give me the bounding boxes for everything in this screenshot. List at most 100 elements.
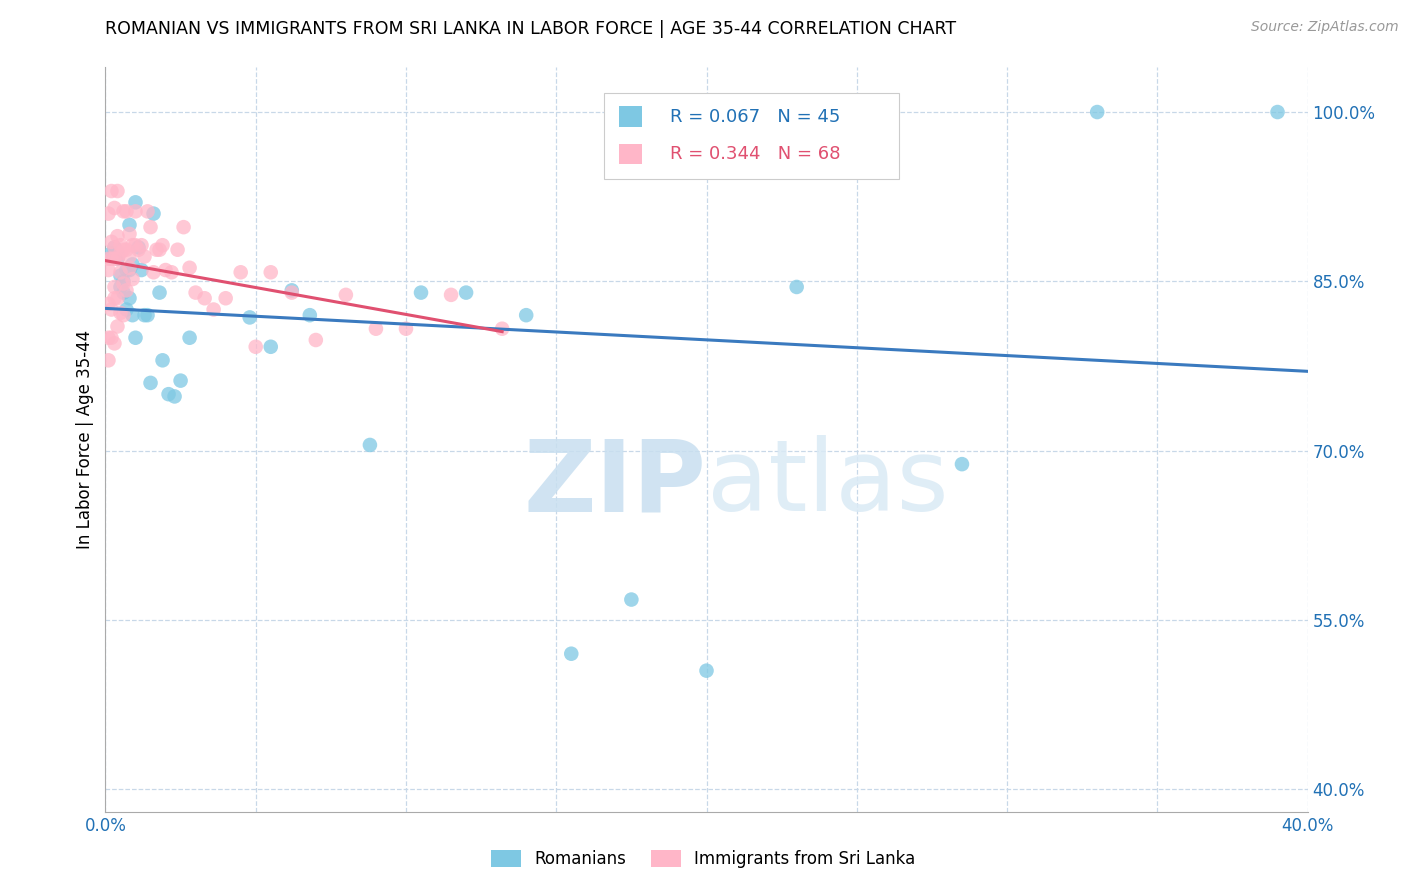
Point bbox=[107, 319, 129, 334]
Point bbox=[103, 291, 125, 305]
Text: ZIP: ZIP bbox=[523, 435, 707, 533]
Point bbox=[364, 322, 387, 336]
Point bbox=[696, 664, 718, 678]
Point bbox=[281, 285, 304, 300]
Point bbox=[173, 220, 195, 235]
Point bbox=[179, 331, 201, 345]
Point bbox=[107, 291, 129, 305]
Point bbox=[115, 263, 138, 277]
Point bbox=[110, 268, 132, 283]
Point bbox=[107, 184, 129, 198]
Point bbox=[260, 340, 283, 354]
Point bbox=[121, 272, 143, 286]
Point bbox=[786, 280, 808, 294]
Point bbox=[107, 229, 129, 244]
Point bbox=[166, 243, 188, 257]
Point bbox=[409, 285, 432, 300]
Point bbox=[124, 331, 146, 345]
Point bbox=[184, 285, 207, 300]
Point bbox=[298, 308, 321, 322]
FancyBboxPatch shape bbox=[619, 144, 643, 164]
Point bbox=[148, 285, 170, 300]
Point bbox=[115, 284, 138, 298]
Point bbox=[169, 374, 191, 388]
Point bbox=[97, 297, 120, 311]
Point bbox=[145, 243, 167, 257]
Point bbox=[112, 285, 135, 300]
Point bbox=[142, 265, 165, 279]
Point bbox=[110, 280, 132, 294]
Point bbox=[157, 387, 180, 401]
Point bbox=[121, 257, 143, 271]
Point bbox=[118, 218, 141, 232]
Point bbox=[110, 306, 132, 320]
Point bbox=[118, 227, 141, 241]
Point bbox=[136, 204, 159, 219]
Point bbox=[128, 243, 150, 257]
Point bbox=[110, 265, 132, 279]
Point bbox=[128, 240, 150, 254]
Point bbox=[163, 389, 186, 403]
Point bbox=[103, 240, 125, 254]
Point bbox=[491, 322, 513, 336]
Point bbox=[103, 201, 125, 215]
Point bbox=[214, 291, 236, 305]
Point bbox=[335, 288, 357, 302]
Point bbox=[202, 302, 225, 317]
Point bbox=[124, 238, 146, 252]
Point bbox=[454, 285, 477, 300]
Point bbox=[359, 438, 381, 452]
Point bbox=[515, 308, 537, 322]
Point bbox=[100, 302, 122, 317]
Point bbox=[260, 265, 283, 279]
Legend: Romanians, Immigrants from Sri Lanka: Romanians, Immigrants from Sri Lanka bbox=[484, 843, 922, 875]
Point bbox=[103, 336, 125, 351]
Point bbox=[305, 333, 328, 347]
Point bbox=[97, 263, 120, 277]
Point bbox=[118, 260, 141, 275]
Point bbox=[239, 310, 262, 325]
Point bbox=[139, 220, 162, 235]
Point bbox=[97, 252, 120, 266]
FancyBboxPatch shape bbox=[605, 93, 898, 178]
Point bbox=[112, 274, 135, 288]
Point bbox=[115, 204, 138, 219]
Point bbox=[124, 195, 146, 210]
Point bbox=[136, 308, 159, 322]
Point bbox=[131, 263, 153, 277]
Point bbox=[245, 340, 267, 354]
Point bbox=[103, 246, 125, 260]
FancyBboxPatch shape bbox=[619, 106, 643, 128]
Point bbox=[112, 243, 135, 257]
Point bbox=[97, 206, 120, 220]
Text: R = 0.067   N = 45: R = 0.067 N = 45 bbox=[671, 108, 841, 126]
Point bbox=[103, 252, 125, 266]
Point bbox=[620, 592, 643, 607]
Point bbox=[124, 204, 146, 219]
Point bbox=[118, 250, 141, 264]
Point bbox=[179, 260, 201, 275]
Point bbox=[112, 204, 135, 219]
Point bbox=[97, 353, 120, 368]
Text: Source: ZipAtlas.com: Source: ZipAtlas.com bbox=[1251, 20, 1399, 34]
Point bbox=[118, 263, 141, 277]
Point bbox=[194, 291, 217, 305]
Point bbox=[100, 331, 122, 345]
Point bbox=[131, 238, 153, 252]
Point bbox=[1085, 105, 1108, 120]
Point bbox=[1267, 105, 1289, 120]
Point bbox=[115, 243, 138, 257]
Point bbox=[152, 238, 174, 252]
Y-axis label: In Labor Force | Age 35-44: In Labor Force | Age 35-44 bbox=[76, 330, 94, 549]
Point bbox=[107, 252, 129, 266]
Text: R = 0.344   N = 68: R = 0.344 N = 68 bbox=[671, 145, 841, 163]
Point bbox=[100, 246, 122, 260]
Point bbox=[100, 252, 122, 266]
Point bbox=[152, 353, 174, 368]
Point bbox=[134, 250, 156, 264]
Point bbox=[160, 265, 183, 279]
Point bbox=[560, 647, 582, 661]
Point bbox=[395, 322, 418, 336]
Point bbox=[107, 246, 129, 260]
Point bbox=[110, 246, 132, 260]
